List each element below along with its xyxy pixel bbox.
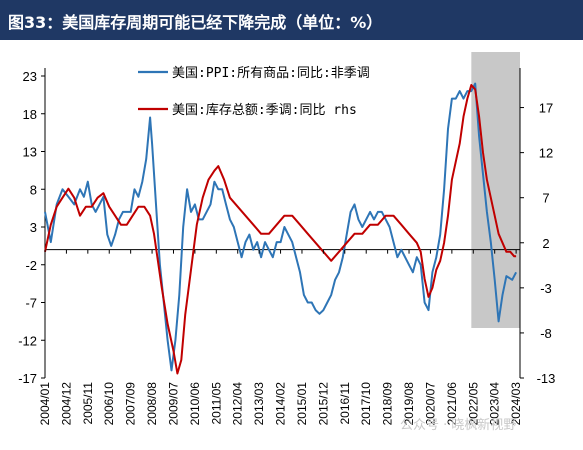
series-line-inventory	[44, 84, 517, 375]
y-left-tick-label: -7	[25, 296, 37, 311]
x-tick-label: 2015/01	[295, 382, 309, 426]
y-left-tick-label: -12	[18, 333, 37, 348]
legend-label-inventory: 美国:库存总额:季调:同比 rhs	[172, 102, 357, 118]
y-left-tick-label: 3	[30, 220, 37, 235]
x-tick-label: 2015/12	[316, 382, 330, 426]
y-right-tick-label: 7	[542, 191, 549, 206]
x-tick-label: 2021/06	[445, 382, 459, 426]
x-tick-label: 2016/11	[338, 382, 352, 425]
y-right-tick-label: 12	[539, 146, 553, 161]
y-left-tick-label: 13	[23, 145, 37, 160]
y-left-tick-label: -2	[25, 258, 37, 273]
x-tick-label: 2004/12	[59, 382, 73, 426]
title-bar	[0, 0, 583, 40]
x-tick-label: 2019/08	[402, 382, 416, 426]
y-right-tick-label: -13	[537, 371, 556, 386]
x-tick-label: 2020/07	[423, 382, 437, 426]
x-tick-label: 2022/05	[466, 382, 480, 426]
x-tick-label: 2004/01	[38, 382, 52, 426]
y-right-tick-label: -3	[540, 281, 552, 296]
x-tick-label: 2008/08	[145, 382, 159, 426]
chart-title: 图33：美国库存周期可能已经下降完成（单位：%）	[8, 13, 383, 32]
y-left-tick-label: 23	[23, 69, 37, 84]
y-right-tick-label: 2	[542, 236, 549, 251]
chart-area: 23 18 13 8 3 -2 -7 -12 -17 17 12 7 2 -3 -8 -13 2004/01 20…	[18, 52, 556, 426]
watermark: 公众号 · 晓枫新视野	[400, 418, 517, 433]
x-tick-label: 2023/04	[488, 382, 502, 426]
y-left-tick-label: 18	[23, 107, 37, 122]
y-left-tick-label: -17	[18, 371, 37, 386]
x-tick-label: 2010/06	[188, 382, 202, 426]
series-line-ppi	[44, 82, 517, 372]
x-tick-label: 2018/09	[381, 382, 395, 426]
x-tick-label: 2012/04	[231, 382, 245, 426]
y-right-tick-label: 17	[539, 101, 553, 116]
y-right-tick-label: -8	[540, 326, 552, 341]
x-tick-label: 2006/10	[102, 382, 116, 426]
x-tick-label: 2005/11	[81, 382, 95, 425]
x-tick-label: 2009/07	[166, 382, 180, 426]
x-tick-label: 2007/09	[124, 382, 138, 426]
x-tick-label: 2013/03	[252, 382, 266, 426]
y-left-tick-label: 8	[30, 182, 37, 197]
x-tick-label: 2024/03	[509, 382, 523, 426]
x-tick-label: 2011/05	[209, 382, 223, 425]
legend-label-ppi: 美国:PPI:所有商品:同比:非季调	[172, 66, 370, 81]
x-tick-label: 2017/10	[359, 382, 373, 426]
x-tick-label: 2014/02	[274, 382, 288, 426]
